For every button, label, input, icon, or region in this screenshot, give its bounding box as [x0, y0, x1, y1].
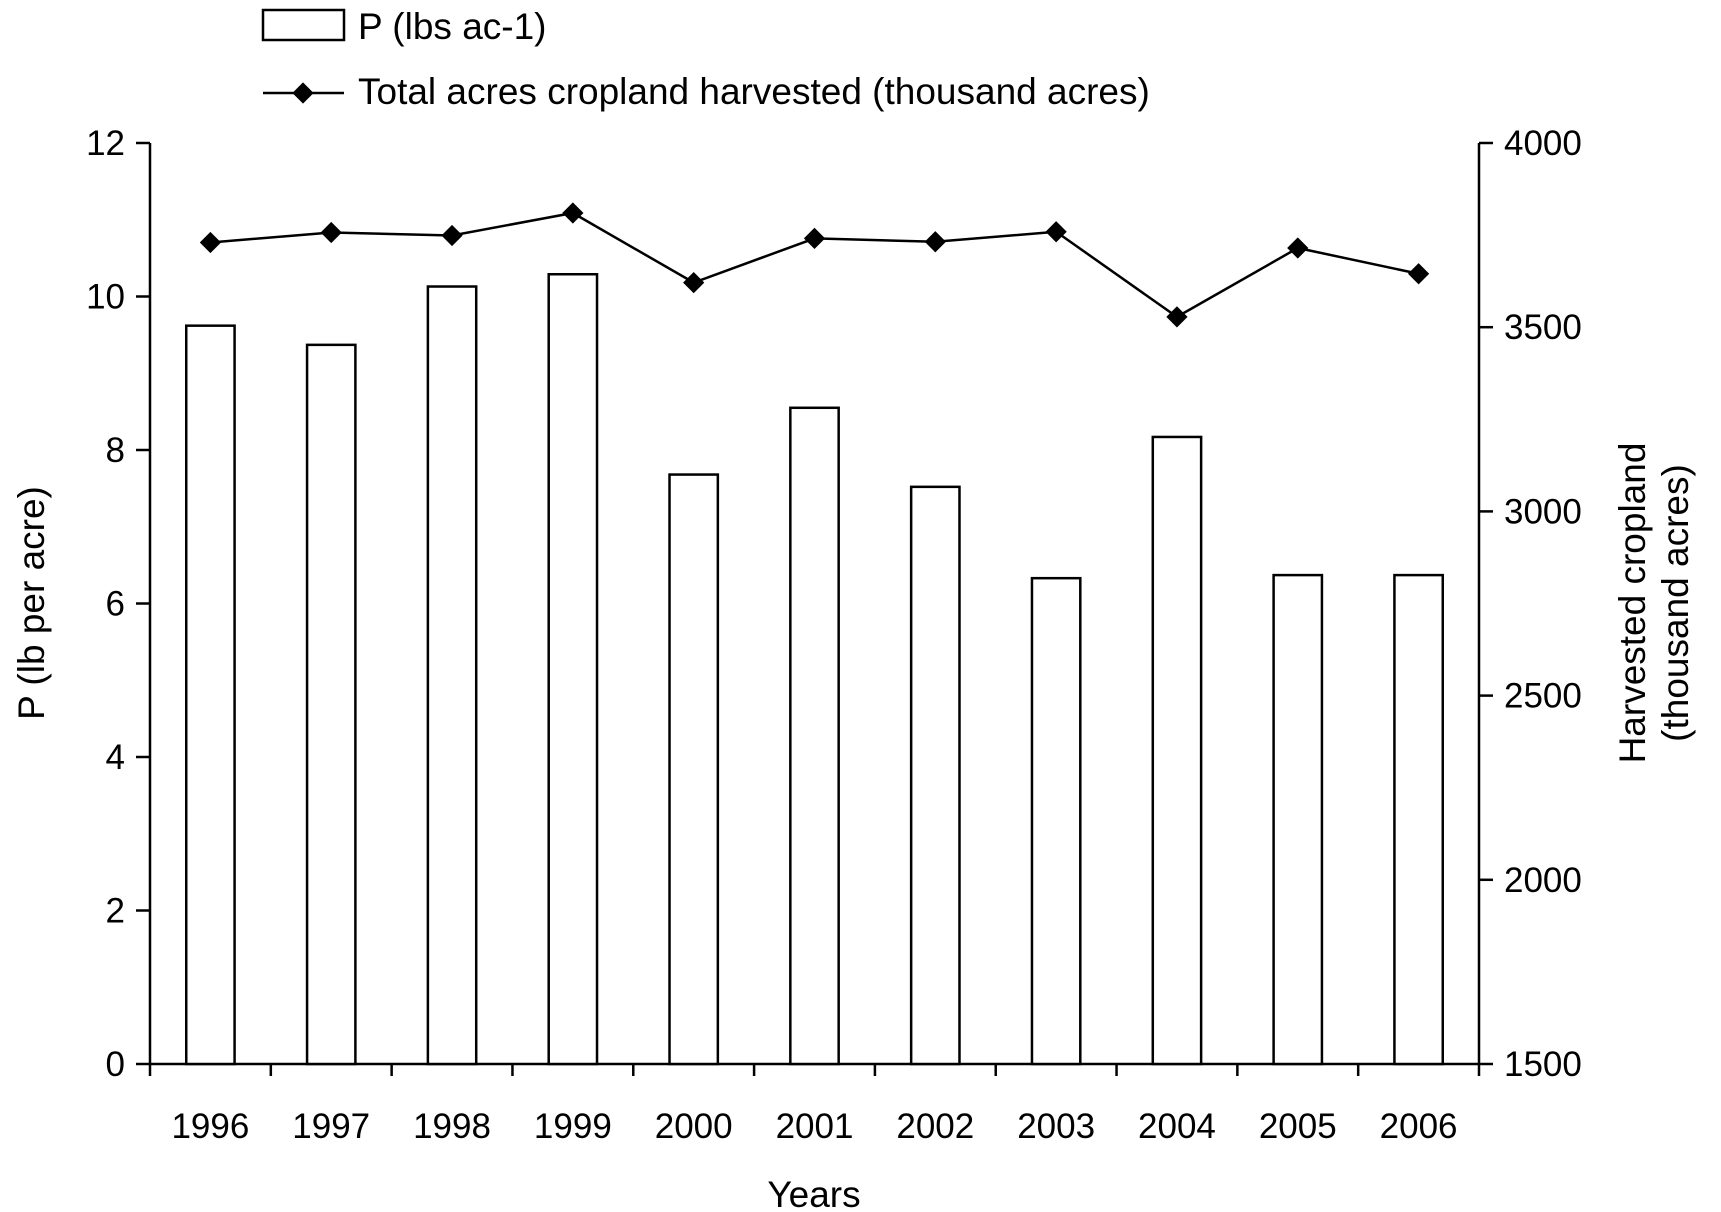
line-point	[683, 272, 705, 294]
line-series	[199, 202, 1430, 328]
right-y-axis-title: Harvested cropland (thousand acres)	[1612, 443, 1696, 764]
line-point	[441, 224, 463, 247]
right-y-tick-label: 3000	[1504, 492, 1582, 531]
right-y-axis-title-line-2: (thousand acres)	[1655, 464, 1696, 742]
bar	[305, 343, 357, 1066]
x-tick-label: 1999	[534, 1107, 612, 1146]
left-y-tick-label: 10	[86, 278, 125, 317]
x-tick-label: 1997	[292, 1107, 370, 1146]
bar	[1272, 573, 1324, 1066]
x-tick-label: 2004	[1138, 1107, 1216, 1146]
x-tick-label: 1998	[413, 1107, 491, 1146]
line-point	[1287, 237, 1309, 259]
left-y-tick-label: 2	[106, 892, 125, 931]
right-y-axis-title-line-1: Harvested cropland	[1612, 443, 1653, 764]
line-point	[1407, 263, 1430, 285]
right-y-tick-label: 4000	[1504, 124, 1582, 163]
left-y-tick-label: 0	[106, 1045, 125, 1084]
left-y-tick-label: 8	[106, 431, 125, 470]
bar	[1393, 573, 1445, 1066]
left-y-axis-title: P (lb per acre)	[11, 486, 52, 720]
x-tick-label: 2001	[776, 1107, 854, 1146]
right-y-tick-label: 3500	[1504, 308, 1582, 347]
line-point	[803, 227, 826, 250]
bar	[909, 485, 961, 1066]
legend-bar-label: P (lbs ac-1)	[358, 6, 547, 47]
line-point	[320, 221, 342, 244]
left-y-tick-label: 6	[106, 585, 125, 624]
right-y-tick-label: 2500	[1504, 677, 1582, 716]
bar	[547, 272, 599, 1066]
x-tick-label: 2002	[896, 1107, 974, 1146]
bar	[184, 324, 236, 1066]
bar-series	[184, 272, 1445, 1066]
left-y-ticks: 0 2 4 6 8 10 12	[86, 124, 150, 1084]
x-tick-label: 2005	[1259, 1107, 1337, 1146]
x-tick-label: 2006	[1380, 1107, 1458, 1146]
line-point	[199, 231, 222, 254]
x-tick-label: 2003	[1017, 1107, 1095, 1146]
right-y-tick-label: 1500	[1504, 1045, 1582, 1084]
x-ticks: 1996 1997 1998 1999 2000 2001 2002 2003 2004 2005…	[148, 1064, 1481, 1146]
bar	[1030, 576, 1082, 1066]
x-axis-title: Years	[767, 1174, 860, 1212]
line-point	[562, 202, 584, 224]
bar	[668, 473, 720, 1066]
x-tick-label: 1996	[171, 1107, 249, 1146]
line-point	[1045, 221, 1067, 243]
right-y-ticks: 1500 2000 2500 3000 3500 4000	[1479, 124, 1582, 1084]
bar	[426, 285, 478, 1066]
left-y-tick-label: 12	[86, 124, 125, 163]
line-point	[924, 231, 946, 253]
x-tick-label: 2000	[655, 1107, 733, 1146]
legend-line-label: Total acres cropland harvested (thousand…	[358, 71, 1150, 112]
legend: P (lbs ac-1) Total acres cropland harves…	[261, 6, 1150, 112]
legend-line-marker	[292, 82, 314, 104]
bar	[1151, 435, 1203, 1066]
line-point	[1166, 306, 1188, 328]
legend-bar-swatch	[261, 8, 346, 42]
bar	[789, 406, 840, 1066]
right-y-tick-label: 2000	[1504, 861, 1582, 900]
left-y-tick-label: 4	[106, 738, 125, 777]
